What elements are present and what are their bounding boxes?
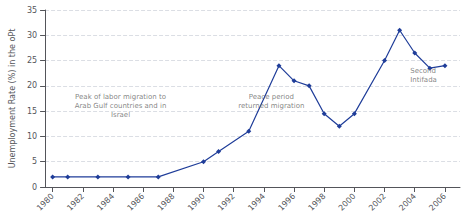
svg-text:Peace period: Peace period bbox=[249, 93, 294, 101]
svg-text:25: 25 bbox=[27, 56, 37, 65]
svg-text:35: 35 bbox=[27, 6, 37, 15]
svg-text:Arab Gulf countries and in: Arab Gulf countries and in bbox=[75, 102, 167, 110]
svg-text:1996: 1996 bbox=[276, 192, 297, 213]
svg-text:1982: 1982 bbox=[65, 192, 86, 213]
svg-text:1988: 1988 bbox=[156, 192, 177, 213]
svg-text:5: 5 bbox=[32, 157, 37, 166]
svg-text:1984: 1984 bbox=[95, 192, 116, 213]
svg-text:returned migration: returned migration bbox=[238, 102, 304, 110]
svg-text:1986: 1986 bbox=[126, 192, 147, 213]
svg-text:30: 30 bbox=[27, 31, 37, 40]
svg-text:1980: 1980 bbox=[35, 192, 56, 213]
svg-text:Second: Second bbox=[410, 67, 436, 75]
svg-text:2004: 2004 bbox=[397, 192, 418, 213]
svg-text:1998: 1998 bbox=[307, 192, 328, 213]
svg-text:15: 15 bbox=[27, 107, 37, 116]
svg-text:Unemployment Rate (%) in the o: Unemployment Rate (%) in the oPt bbox=[8, 29, 17, 169]
svg-text:1990: 1990 bbox=[186, 192, 207, 213]
svg-text:Intifada: Intifada bbox=[410, 76, 437, 84]
svg-text:1992: 1992 bbox=[216, 192, 237, 213]
svg-text:2006: 2006 bbox=[427, 192, 448, 213]
svg-text:2000: 2000 bbox=[337, 192, 358, 213]
svg-text:2002: 2002 bbox=[367, 192, 388, 213]
svg-text:0: 0 bbox=[32, 183, 37, 192]
svg-text:1994: 1994 bbox=[246, 192, 267, 213]
svg-text:Peak of labor migration to: Peak of labor migration to bbox=[75, 93, 166, 101]
svg-text:Israel: Israel bbox=[111, 111, 130, 119]
svg-text:10: 10 bbox=[27, 132, 37, 141]
svg-text:20: 20 bbox=[27, 81, 37, 90]
